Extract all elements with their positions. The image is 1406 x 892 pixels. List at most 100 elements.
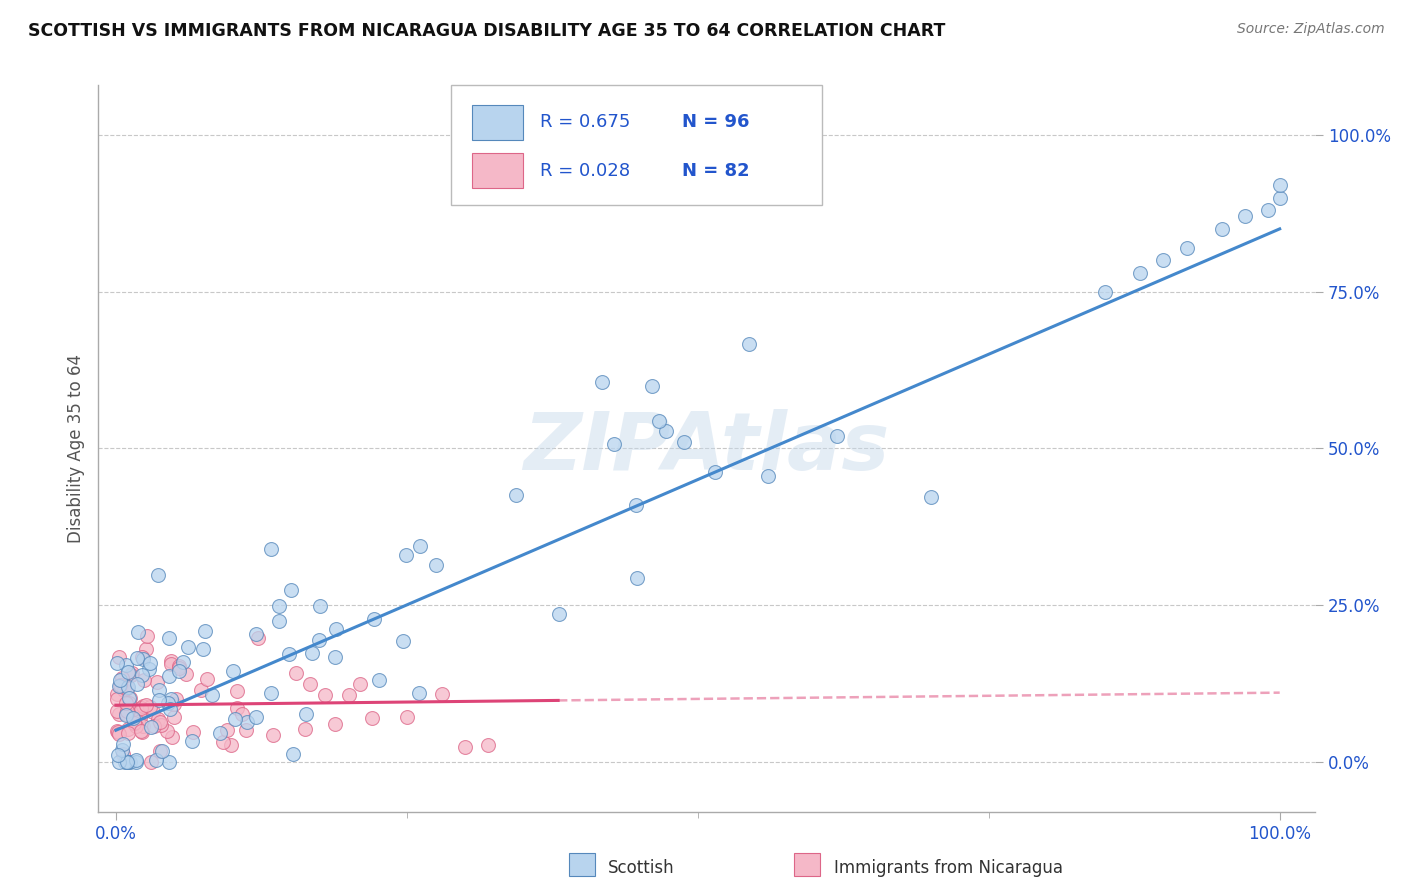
- Point: [156, 723, 179, 738]
- Point: [159, 701, 181, 715]
- Point: [260, 686, 283, 700]
- Point: [107, 724, 129, 739]
- Point: [117, 704, 139, 718]
- Point: [337, 688, 360, 702]
- Point: [135, 698, 157, 713]
- Point: [176, 667, 198, 681]
- Point: [115, 696, 138, 710]
- Point: [603, 437, 626, 451]
- Point: [121, 666, 143, 681]
- Point: [131, 650, 153, 665]
- Point: [129, 705, 152, 719]
- Point: [920, 490, 942, 504]
- Point: [245, 710, 267, 724]
- Point: [111, 671, 134, 685]
- Point: [141, 720, 163, 734]
- Point: [139, 699, 162, 714]
- Point: [301, 646, 323, 660]
- Text: R = 0.675: R = 0.675: [540, 113, 630, 131]
- Point: [226, 684, 249, 698]
- Point: [107, 727, 129, 741]
- Point: [624, 499, 647, 513]
- Point: [298, 676, 321, 690]
- Point: [132, 698, 155, 713]
- Text: R = 0.028: R = 0.028: [540, 161, 630, 179]
- Text: Immigrants from Nicaragua: Immigrants from Nicaragua: [834, 859, 1063, 877]
- Point: [132, 719, 155, 733]
- Point: [361, 711, 384, 725]
- Point: [208, 726, 231, 740]
- Point: [163, 710, 186, 724]
- Y-axis label: Disability Age 35 to 64: Disability Age 35 to 64: [66, 354, 84, 542]
- Point: [756, 469, 779, 483]
- Point: [115, 707, 138, 722]
- Point: [132, 673, 155, 688]
- Point: [323, 650, 346, 665]
- Point: [160, 692, 183, 706]
- Point: [260, 541, 283, 556]
- Point: [129, 700, 152, 714]
- Point: [111, 747, 134, 762]
- Point: [262, 728, 284, 742]
- Point: [349, 677, 371, 691]
- Point: [117, 723, 139, 737]
- Text: N = 96: N = 96: [682, 113, 749, 131]
- Point: [219, 738, 242, 752]
- Point: [285, 665, 308, 680]
- Text: N = 82: N = 82: [682, 161, 749, 179]
- Point: [391, 634, 413, 648]
- Point: [477, 739, 499, 753]
- Point: [277, 647, 299, 661]
- Bar: [472, 153, 523, 188]
- Point: [108, 678, 131, 692]
- Point: [111, 743, 134, 757]
- Point: [157, 631, 180, 645]
- Point: [181, 725, 204, 739]
- Point: [125, 755, 148, 769]
- Point: [118, 690, 141, 705]
- Point: [149, 715, 172, 730]
- Point: [163, 697, 186, 711]
- Point: [1233, 210, 1256, 224]
- Point: [190, 682, 212, 697]
- Point: [112, 682, 135, 697]
- Point: [167, 658, 190, 673]
- Point: [295, 706, 318, 721]
- Point: [105, 692, 128, 706]
- Point: [114, 755, 136, 769]
- Point: [308, 633, 330, 648]
- Point: [157, 755, 180, 769]
- Point: [1257, 203, 1279, 218]
- Point: [1211, 222, 1233, 236]
- Point: [136, 629, 159, 643]
- Point: [108, 673, 131, 687]
- Point: [165, 692, 187, 706]
- Point: [149, 744, 172, 758]
- Point: [117, 704, 139, 718]
- Point: [231, 706, 253, 721]
- Point: [125, 677, 148, 691]
- Point: [117, 726, 139, 740]
- Point: [117, 665, 139, 679]
- Point: [122, 716, 145, 731]
- Point: [127, 714, 149, 729]
- Point: [394, 548, 416, 562]
- Point: [226, 701, 249, 715]
- Point: [135, 641, 157, 656]
- Point: [131, 725, 153, 739]
- Point: [108, 707, 131, 722]
- Point: [172, 656, 194, 670]
- Point: [117, 680, 139, 694]
- Point: [107, 748, 129, 763]
- Point: [146, 712, 169, 726]
- Point: [107, 755, 129, 769]
- Point: [395, 710, 418, 724]
- Point: [141, 705, 163, 719]
- Point: [176, 640, 198, 654]
- Point: [118, 696, 141, 710]
- Point: [160, 730, 183, 744]
- Point: [118, 755, 141, 769]
- Point: [141, 755, 163, 769]
- Point: [673, 434, 696, 449]
- Point: [591, 375, 613, 389]
